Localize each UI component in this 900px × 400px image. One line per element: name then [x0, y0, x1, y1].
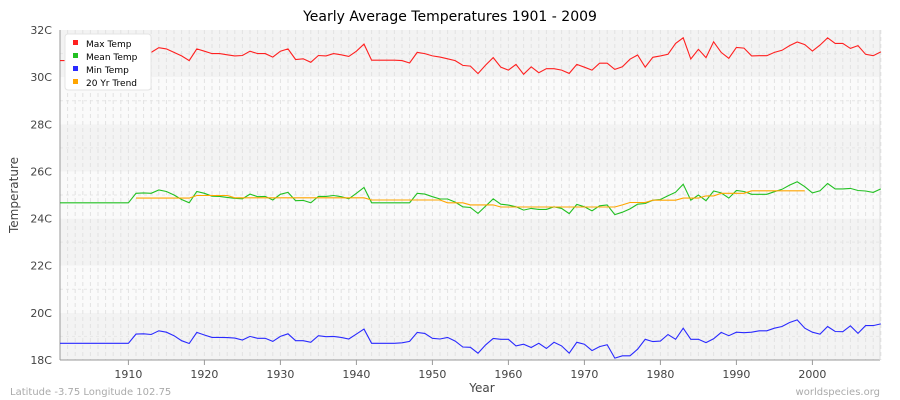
x-tick-label: 1950 [418, 368, 446, 381]
legend-label: Min Temp [86, 66, 129, 76]
x-axis-label: Year [468, 381, 494, 395]
legend: Max Temp Mean Temp Min Temp 20 Yr Trend [64, 33, 152, 91]
x-tick-label: 1980 [646, 368, 674, 381]
legend-swatch [73, 53, 78, 58]
legend-label: Mean Temp [86, 53, 138, 63]
footer-location: Latitude -3.75 Longitude 102.75 [10, 387, 171, 398]
y-tick-label: 32C [30, 24, 52, 37]
y-tick-label: 26C [30, 165, 52, 178]
y-tick-label: 30C [30, 71, 52, 84]
x-tick-label: 1930 [266, 368, 294, 381]
chart-title: Yearly Average Temperatures 1901 - 2009 [302, 9, 597, 25]
y-tick-label: 18C [30, 354, 52, 367]
legend-label: Max Temp [86, 40, 132, 50]
footer-source: worldspecies.org [796, 387, 880, 398]
series-line-max-temp [60, 36, 882, 76]
x-tick-label: 1990 [722, 368, 750, 381]
y-tick-label: 28C [30, 118, 52, 131]
x-tick-label: 1940 [342, 368, 370, 381]
legend-swatch [73, 66, 78, 71]
legend-swatch [73, 79, 78, 84]
x-tick-label: 1960 [494, 368, 522, 381]
x-tick-label: 2000 [798, 368, 826, 381]
y-tick-label: 24C [30, 213, 52, 226]
x-tick-label: 1920 [190, 368, 218, 381]
x-tick-label: 1910 [114, 368, 142, 381]
y-tick-label: 22C [30, 260, 52, 273]
y-tick-label: 20C [30, 307, 52, 320]
series-line-20-yr-trend [136, 190, 805, 208]
legend-swatch [73, 40, 78, 45]
x-tick-label: 1970 [570, 368, 598, 381]
series-line-min-temp [60, 319, 881, 359]
y-axis-label: Temperature [7, 157, 21, 234]
legend-label: 20 Yr Trend [86, 79, 137, 89]
series-line-mean-temp [60, 181, 882, 216]
